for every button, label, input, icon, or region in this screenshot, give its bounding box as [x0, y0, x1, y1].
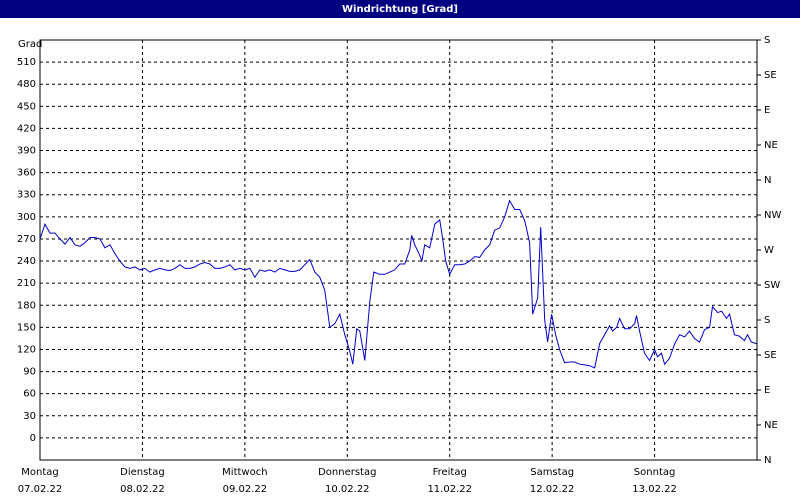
y-tick-label: 330 [17, 190, 36, 201]
y-tick-label: 90 [23, 367, 36, 378]
y2-tick-label: N [764, 455, 771, 466]
y-tick-label: 210 [17, 278, 36, 289]
y-tick-label: 60 [23, 389, 36, 400]
y2-tick-label: N [764, 175, 771, 186]
y-tick-label: 510 [17, 57, 36, 68]
y-tick-label: 240 [17, 256, 36, 267]
y2-tick-label: NW [764, 210, 781, 221]
chart-title: Windrichtung [Grad] [342, 4, 458, 15]
x-tick-label: Sonntag [634, 467, 676, 478]
x-tick-date: 08.02.22 [120, 484, 165, 495]
x-tick-date: 07.02.22 [18, 484, 63, 495]
y-tick-label: 30 [23, 411, 36, 422]
x-tick-label: Mittwoch [222, 467, 267, 478]
x-tick-date: 10.02.22 [325, 484, 370, 495]
x-tick-label: Dienstag [120, 467, 165, 478]
y-axis-label: Grad [18, 39, 42, 50]
y2-tick-label: S [764, 315, 770, 326]
y2-tick-label: SE [764, 70, 777, 81]
x-tick-date: 09.02.22 [223, 484, 268, 495]
y2-tick-label: E [764, 385, 770, 396]
x-tick-label: Samstag [530, 467, 574, 478]
title-bar [0, 0, 800, 18]
plot-frame [39, 39, 758, 461]
y2-tick-label: SE [764, 350, 777, 361]
data-line [39, 199, 757, 369]
y-tick-label: 300 [17, 212, 36, 223]
x-tick-date: 11.02.22 [427, 484, 472, 495]
y2-tick-label: SW [764, 280, 780, 291]
y2-tick-label: S [764, 35, 770, 46]
y-tick-label: 120 [17, 344, 36, 355]
y-tick-label: 0 [30, 433, 36, 444]
y-tick-label: 150 [17, 322, 36, 333]
x-tick-label: Freitag [433, 467, 467, 478]
x-tick-label: Montag [21, 467, 58, 478]
x-tick-date: 13.02.22 [632, 484, 677, 495]
y-tick-label: 480 [17, 79, 36, 90]
y-tick-label: 450 [17, 101, 36, 112]
y-tick-label: 180 [17, 300, 36, 311]
y2-tick-label: W [764, 245, 774, 256]
x-tick-date: 12.02.22 [530, 484, 575, 495]
y2-tick-label: NE [764, 420, 778, 431]
y-tick-label: 390 [17, 146, 36, 157]
y-tick-label: 270 [17, 234, 36, 245]
y2-tick-label: NE [764, 140, 778, 151]
y2-tick-label: E [764, 105, 770, 116]
y-tick-label: 360 [17, 168, 36, 179]
x-tick-label: Donnerstag [318, 467, 376, 478]
y-tick-label: 420 [17, 123, 36, 134]
